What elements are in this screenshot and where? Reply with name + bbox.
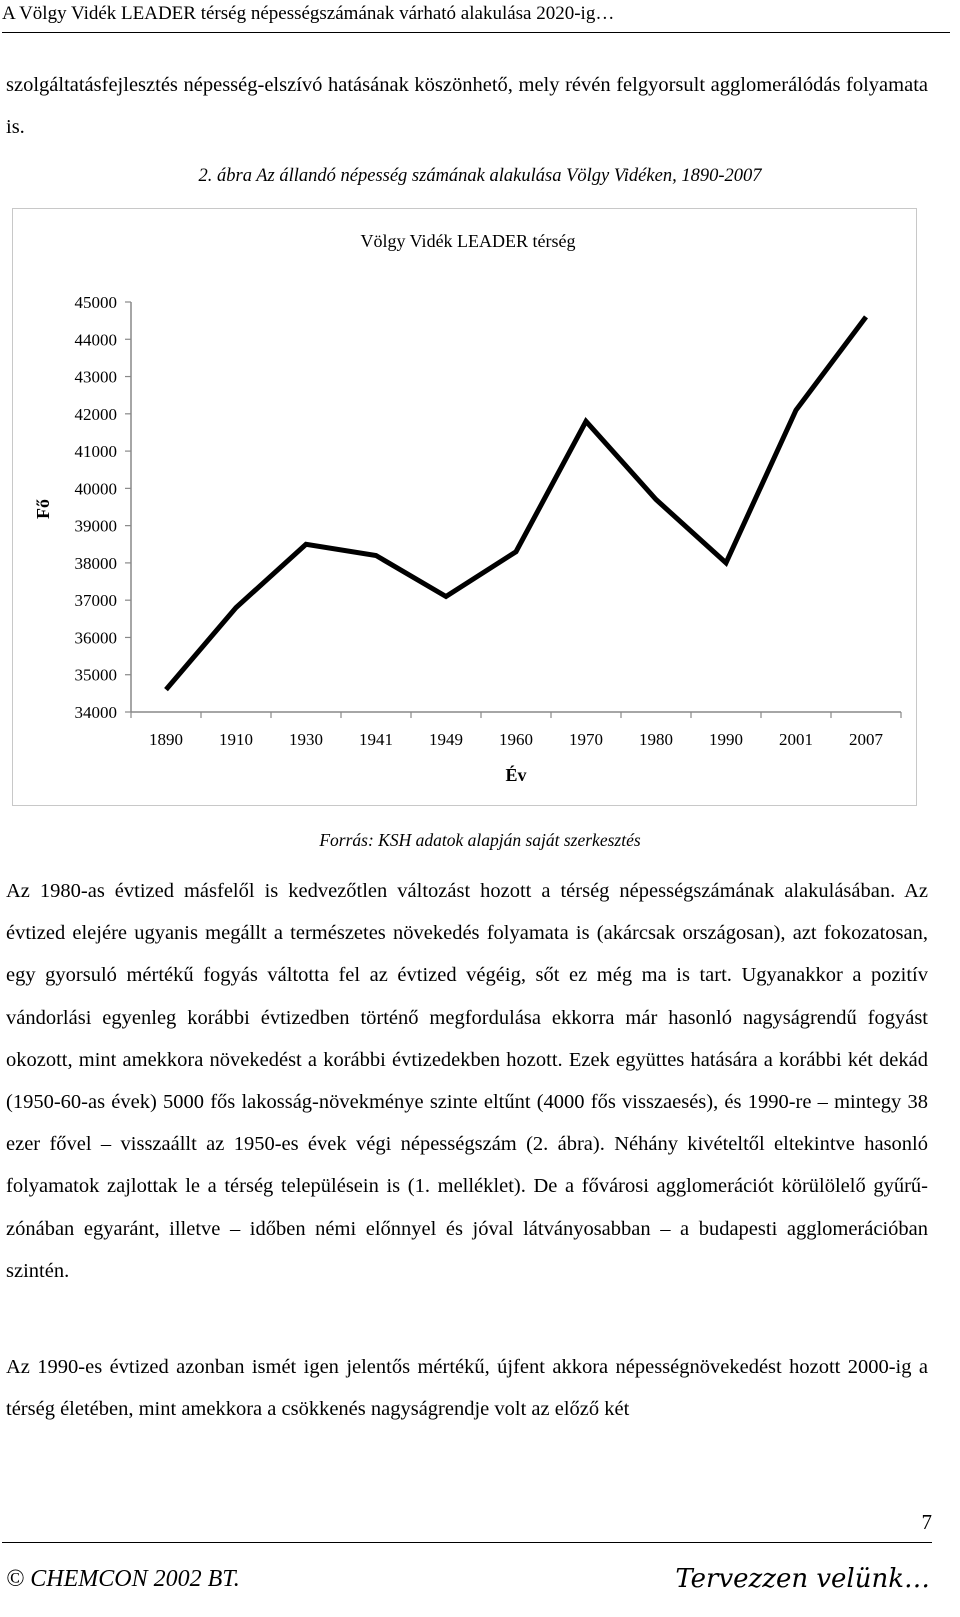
chart-frame: Völgy Vidék LEADER térség Fő Év 34000 350… (12, 208, 917, 806)
footer-company: © CHEMCON 2002 BT. (6, 1566, 240, 1592)
y-tick-label: 40000 (75, 479, 118, 498)
y-tick-label: 45000 (75, 293, 118, 312)
x-tick-label: 2007 (849, 730, 884, 749)
y-tick-label: 35000 (75, 666, 118, 685)
y-tick-label: 38000 (75, 554, 118, 573)
y-axis-label: Fő (33, 499, 53, 519)
figure-source: Forrás: KSH adatok alapján saját szerkes… (319, 830, 641, 850)
paragraph-intro: szolgáltatásfejlesztés népesség-elszívó … (6, 74, 928, 139)
x-tick-label: 1890 (149, 730, 183, 749)
x-tick-label: 1980 (639, 730, 673, 749)
figure-caption: 2. ábra Az állandó népesség számának ala… (198, 166, 762, 186)
x-tick-label: 1941 (359, 730, 393, 749)
population-series-line (164, 315, 868, 692)
x-tick-label: 2001 (779, 730, 813, 749)
y-tick-label: 43000 (75, 368, 118, 387)
x-axis-label: Év (505, 764, 526, 785)
y-tick-label: 42000 (75, 405, 118, 424)
chart-title: Völgy Vidék LEADER térség (360, 231, 575, 251)
y-tick-label: 41000 (75, 442, 118, 461)
y-tick-labels: 34000 35000 36000 37000 38000 39000 40000 41000… (75, 293, 118, 722)
chart-axes (125, 301, 902, 718)
footer-divider (2, 1542, 932, 1543)
x-tick-label: 1910 (219, 730, 253, 749)
y-tick-label: 34000 (75, 703, 118, 722)
paragraph-1990s: Az 1990-es évtized azonban ismét igen je… (6, 1356, 928, 1421)
y-tick-label: 36000 (75, 628, 118, 647)
x-tick-label: 1930 (289, 730, 323, 749)
y-tick-label: 39000 (75, 517, 118, 536)
running-header: A Völgy Vidék LEADER térség népességszám… (2, 0, 950, 33)
x-tick-label: 1960 (499, 730, 533, 749)
x-tick-label: 1990 (709, 730, 743, 749)
y-tick-label: 44000 (75, 330, 118, 349)
x-tick-label: 1970 (569, 730, 603, 749)
x-tick-label: 1949 (429, 730, 463, 749)
paragraph-1980s: Az 1980-as évtized másfelől is kedvezőtl… (6, 880, 928, 1282)
footer-slogan: Tervezzen velünk… (675, 1564, 930, 1594)
x-tick-labels: 1890 1910 1930 1941 1949 1960 1970 1980 1990 2001… (149, 730, 884, 749)
population-line-chart: Völgy Vidék LEADER térség Fő Év 34000 350… (33, 231, 902, 785)
page-number: 7 (921, 1510, 933, 1534)
y-tick-label: 37000 (75, 591, 118, 610)
